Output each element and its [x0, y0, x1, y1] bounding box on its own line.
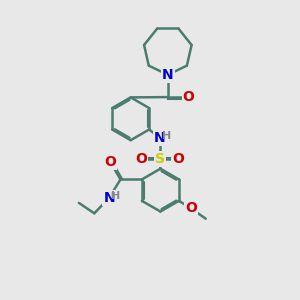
Text: S: S [154, 152, 165, 166]
Text: O: O [185, 201, 197, 215]
Text: N: N [162, 68, 174, 82]
Text: O: O [104, 154, 116, 169]
Text: O: O [183, 90, 195, 104]
Text: O: O [135, 152, 147, 166]
Text: N: N [103, 191, 115, 205]
Text: H: H [111, 191, 120, 201]
Text: N: N [154, 131, 165, 145]
Text: H: H [161, 131, 171, 141]
Text: O: O [172, 152, 184, 166]
